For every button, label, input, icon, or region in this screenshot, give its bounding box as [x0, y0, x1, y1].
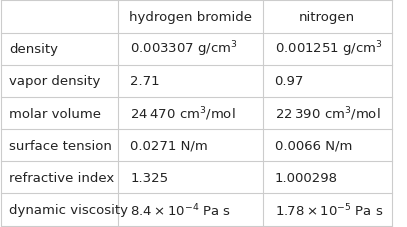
Text: 1.325: 1.325 [130, 171, 168, 184]
Text: 24 470 cm$^3$/mol: 24 470 cm$^3$/mol [130, 105, 236, 122]
Text: vapor density: vapor density [9, 75, 101, 88]
Text: hydrogen bromide: hydrogen bromide [129, 11, 252, 24]
Text: 0.003307 g/cm$^3$: 0.003307 g/cm$^3$ [130, 40, 238, 59]
Text: refractive index: refractive index [9, 171, 114, 184]
Text: 0.0271 N/m: 0.0271 N/m [130, 139, 208, 152]
Text: 22 390 cm$^3$/mol: 22 390 cm$^3$/mol [275, 105, 380, 122]
Text: density: density [9, 43, 58, 56]
Text: 0.97: 0.97 [275, 75, 304, 88]
Text: nitrogen: nitrogen [299, 11, 355, 24]
Text: surface tension: surface tension [9, 139, 112, 152]
Text: 0.0066 N/m: 0.0066 N/m [275, 139, 352, 152]
Text: $8.4\times10^{-4}$ Pa s: $8.4\times10^{-4}$ Pa s [130, 201, 231, 218]
Text: $1.78\times10^{-5}$ Pa s: $1.78\times10^{-5}$ Pa s [275, 201, 383, 218]
Text: molar volume: molar volume [9, 107, 101, 120]
Text: 2.71: 2.71 [130, 75, 160, 88]
Text: dynamic viscosity: dynamic viscosity [9, 203, 128, 216]
Text: 0.001251 g/cm$^3$: 0.001251 g/cm$^3$ [275, 40, 382, 59]
Text: 1.000298: 1.000298 [275, 171, 337, 184]
